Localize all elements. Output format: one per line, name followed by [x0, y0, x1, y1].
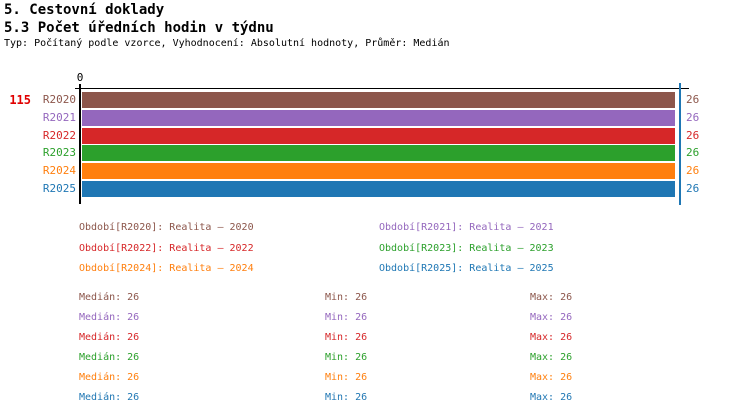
- bar: [82, 145, 675, 161]
- chart-subtitle: Typ: Počítaný podle vzorce, Vyhodnocení:…: [4, 38, 450, 49]
- legend-item: Období[R2020]: Realita – 2020: [79, 222, 254, 233]
- legend-item: Období[R2023]: Realita – 2023: [379, 243, 554, 254]
- x-axis-zero-tick-label: 0: [76, 71, 84, 84]
- bar-value-label: 26: [686, 146, 700, 159]
- bar-value-label: 26: [686, 129, 700, 142]
- bar-category-label: R2024: [42, 164, 76, 177]
- stat-median: Medián: 26: [79, 392, 140, 403]
- stat-max: Max: 26: [530, 312, 573, 323]
- bar-value-label: 26: [686, 111, 700, 124]
- stat-min: Min: 26: [325, 352, 368, 363]
- stat-min: Min: 26: [325, 312, 368, 323]
- plot-top-border: [79, 88, 689, 89]
- stat-min: Min: 26: [325, 392, 368, 403]
- bar: [82, 92, 675, 108]
- stat-min: Min: 26: [325, 332, 368, 343]
- stat-median: Medián: 26: [79, 372, 140, 383]
- legend-item: Období[R2024]: Realita – 2024: [79, 263, 254, 274]
- stat-max: Max: 26: [530, 392, 573, 403]
- stat-max: Max: 26: [530, 292, 573, 303]
- stat-median: Medián: 26: [79, 352, 140, 363]
- stat-median: Medián: 26: [79, 312, 140, 323]
- stat-median: Medián: 26: [79, 332, 140, 343]
- bar-category-label: R2022: [42, 129, 76, 142]
- legend-item: Období[R2022]: Realita – 2022: [79, 243, 254, 254]
- legend-item: Období[R2021]: Realita – 2021: [379, 222, 554, 233]
- stat-min: Min: 26: [325, 292, 368, 303]
- stat-max: Max: 26: [530, 352, 573, 363]
- stat-min: Min: 26: [325, 372, 368, 383]
- page-title: 5. Cestovní doklady: [4, 2, 165, 18]
- respondent-count-label: 115: [9, 93, 31, 107]
- stat-max: Max: 26: [530, 332, 573, 343]
- bar-value-label: 26: [686, 182, 700, 195]
- bar-value-label: 26: [686, 93, 700, 106]
- max-value-reference-line: [679, 83, 681, 205]
- bar-category-label: R2025: [42, 182, 76, 195]
- bar: [82, 110, 675, 126]
- bar: [82, 181, 675, 197]
- bar-value-label: 26: [686, 164, 700, 177]
- y-axis-line: [79, 84, 81, 204]
- axis-tick-mark: [75, 88, 79, 89]
- bar: [82, 128, 675, 144]
- stat-max: Max: 26: [530, 372, 573, 383]
- stat-median: Medián: 26: [79, 292, 140, 303]
- bar-category-label: R2020: [42, 93, 76, 106]
- chart-title: 5.3 Počet úředních hodin v týdnu: [4, 20, 274, 36]
- legend-item: Období[R2025]: Realita – 2025: [379, 263, 554, 274]
- bar: [82, 163, 675, 179]
- bar-category-label: R2023: [42, 146, 76, 159]
- bar-category-label: R2021: [42, 111, 76, 124]
